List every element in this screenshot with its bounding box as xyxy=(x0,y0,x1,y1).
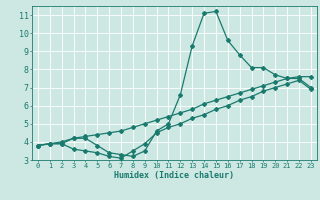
X-axis label: Humidex (Indice chaleur): Humidex (Indice chaleur) xyxy=(115,171,234,180)
